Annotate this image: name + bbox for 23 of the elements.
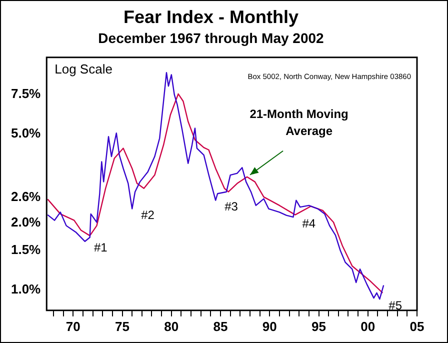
chart-subtitle: December 1967 through May 2002 xyxy=(98,30,324,46)
annotation: #5 xyxy=(388,298,402,312)
y-tick-label: 7.5% xyxy=(10,86,42,102)
x-tick-label: 80 xyxy=(164,318,179,334)
annotation: #2 xyxy=(141,208,155,222)
x-tick-label: 95 xyxy=(312,318,326,334)
y-tick-label: 1.0% xyxy=(10,282,42,297)
annotation: 21-Month Moving Average xyxy=(250,107,348,138)
annotation: #3 xyxy=(224,200,238,214)
y-tick-label: 2.6% xyxy=(10,188,42,204)
y-tick-label: 5.0% xyxy=(10,125,42,140)
annotation: Log Scale xyxy=(54,61,112,76)
x-tick-label: 75 xyxy=(115,318,130,334)
chart-title: Fear Index - Monthly xyxy=(123,6,299,27)
annotation: #1 xyxy=(94,240,108,255)
x-tick-label: 85 xyxy=(213,318,228,334)
x-tick-label: 70 xyxy=(66,318,80,334)
x-tick-label: 90 xyxy=(262,318,277,334)
annotation: #4 xyxy=(302,216,316,230)
x-tick-label: 00 xyxy=(360,318,376,334)
y-tick-label: 2.0% xyxy=(10,214,42,230)
x-tick-label: 05 xyxy=(410,318,424,334)
y-tick-label: 1.5% xyxy=(10,242,42,258)
